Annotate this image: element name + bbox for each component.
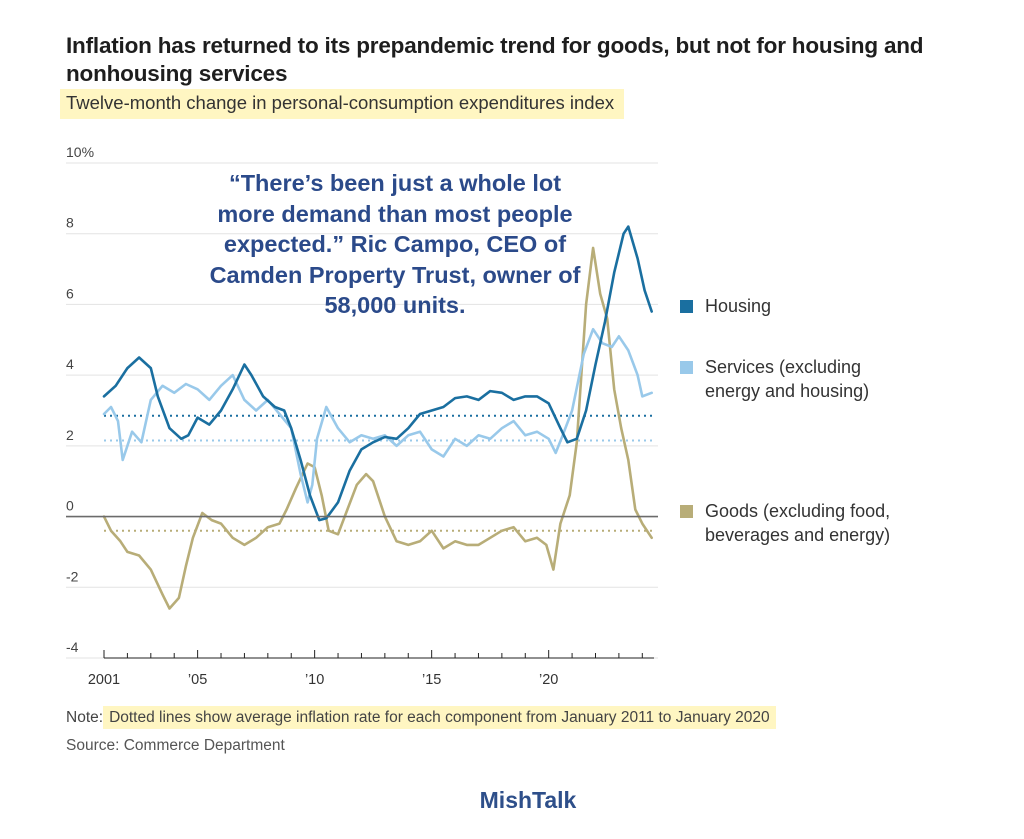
series-lines <box>102 225 653 610</box>
chart-title: Inflation has returned to its prepandemi… <box>66 33 924 86</box>
chart-subtitle: Twelve-month change in personal-consumpt… <box>60 89 625 119</box>
y-tick-label: -4 <box>66 639 79 655</box>
series-line-0 <box>102 225 653 522</box>
legend-item-housing: Housing <box>680 294 1005 318</box>
y-axis-ticks: -4 -2 0 2 4 6 8 10% <box>66 144 94 655</box>
x-axis-ticks: 2001 ’05 ’10 ’15 ’20 <box>88 650 654 688</box>
y-tick-label: 10% <box>66 144 94 160</box>
chart-note: Note: Dotted lines show average inflation… <box>66 706 776 729</box>
x-tick-label: ’15 <box>422 672 441 688</box>
y-tick-label: 8 <box>66 215 74 231</box>
legend-swatch-goods <box>680 505 693 518</box>
quote-annotation: “There’s been just a whole lot more dema… <box>209 170 581 318</box>
x-tick-label: ’10 <box>305 672 324 688</box>
note-text: Dotted lines show average inflation rate… <box>103 706 776 729</box>
chart-source: Source: Commerce Department <box>66 737 285 754</box>
legend-swatch-services <box>680 361 693 374</box>
legend-swatch-housing <box>680 300 693 313</box>
y-tick-label: 4 <box>66 356 74 372</box>
brand-logo: MishTalk <box>479 787 577 813</box>
series-line-1 <box>102 327 653 504</box>
y-tick-label: 6 <box>66 285 74 301</box>
y-tick-label: -2 <box>66 568 79 584</box>
legend-label-housing: Housing <box>705 296 772 316</box>
legend-label-goods: Goods (excluding food, beverages and ene… <box>705 501 891 545</box>
note-label: Note: <box>66 709 104 726</box>
x-tick-label: ’05 <box>188 672 207 688</box>
legend-label-services: Services (excluding energy and housing) <box>705 357 870 401</box>
legend-item-goods: Goods (excluding food, beverages and ene… <box>680 499 935 547</box>
x-tick-label: 2001 <box>88 672 120 688</box>
y-tick-label: 2 <box>66 427 74 443</box>
x-tick-label: ’20 <box>539 672 558 688</box>
y-tick-label: 0 <box>66 498 74 514</box>
series-line-2 <box>102 246 653 610</box>
legend-item-services: Services (excluding energy and housing) <box>680 355 915 403</box>
